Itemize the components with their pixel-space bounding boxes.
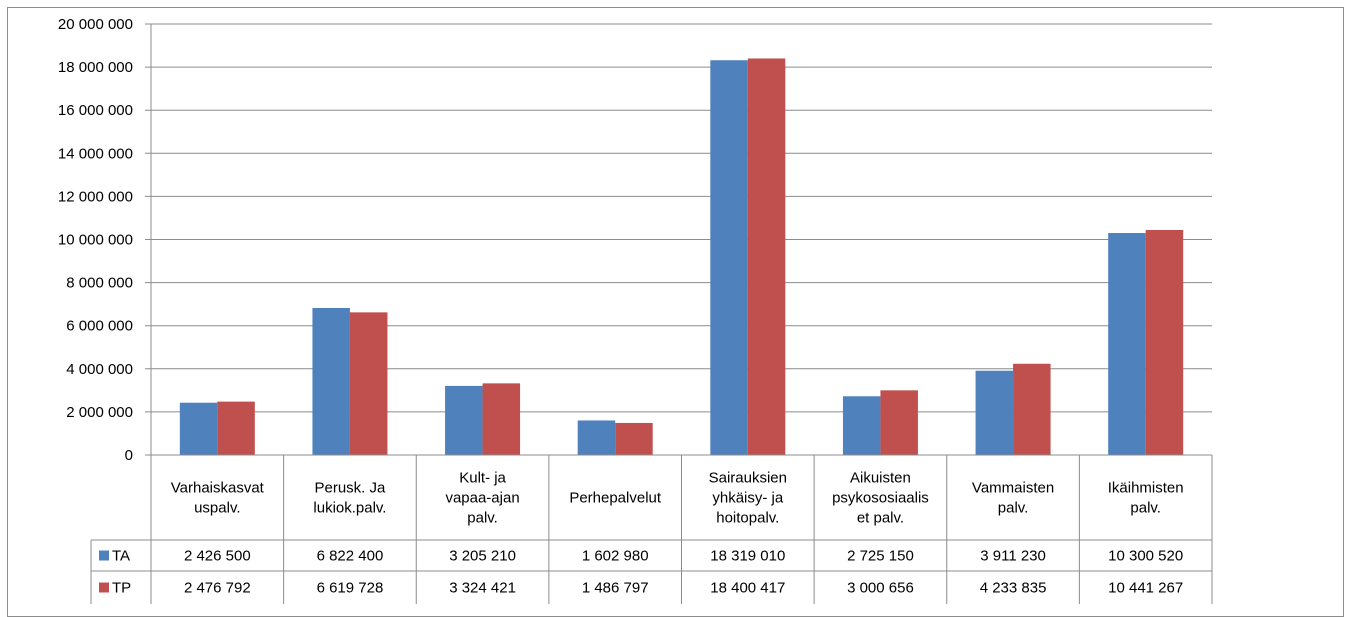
bar-ta bbox=[842, 396, 881, 455]
bar-tp bbox=[349, 312, 388, 455]
y-tick-label: 2 000 000 bbox=[66, 404, 133, 421]
y-tick-label: 20 000 000 bbox=[58, 16, 133, 33]
legend-key-ta bbox=[99, 550, 109, 561]
bar-tp bbox=[1013, 363, 1051, 455]
table-value-tp: 3 000 656 bbox=[847, 580, 914, 597]
y-tick-label: 16 000 000 bbox=[58, 102, 133, 119]
bar-ta bbox=[445, 385, 483, 455]
y-tick-label: 10 000 000 bbox=[58, 232, 133, 249]
bars bbox=[179, 58, 1184, 456]
bar-tp bbox=[615, 422, 653, 455]
category-label: Sairauksien yhkäisy- ja hoitopalv. bbox=[709, 470, 787, 527]
gridlines bbox=[145, 23, 1212, 456]
y-tick-label: 4 000 000 bbox=[66, 361, 133, 378]
table-value-tp: 10 441 267 bbox=[1108, 580, 1183, 597]
legend-label-tp: TP bbox=[112, 580, 131, 597]
bar-tp bbox=[217, 401, 255, 455]
table-value-ta: 6 822 400 bbox=[317, 548, 384, 565]
category-label: Vammaisten palv. bbox=[972, 480, 1054, 517]
bar-ta bbox=[975, 370, 1014, 455]
bar-ta bbox=[179, 402, 218, 455]
bar-chart: 0 2 000 000 4 000 000 6 000 000 8 000 000 10 … bbox=[58, 16, 1213, 604]
table-value-ta: 18 319 010 bbox=[710, 548, 785, 565]
table-value-tp: 3 324 421 bbox=[449, 580, 516, 597]
category-label: Varhaiskasvat uspalv. bbox=[171, 480, 265, 517]
y-tick-label: 18 000 000 bbox=[58, 59, 133, 76]
bar-tp bbox=[482, 383, 521, 455]
table-value-tp: 18 400 417 bbox=[710, 580, 785, 597]
category-label: Perhepalvelut bbox=[569, 490, 662, 507]
data-table: Varhaiskasvat uspalv. Perusk. Ja lukiok.pal… bbox=[90, 454, 1213, 604]
legend-key-tp bbox=[99, 582, 109, 593]
table-value-ta: 10 300 520 bbox=[1108, 548, 1183, 565]
table-value-ta: 3 911 230 bbox=[980, 548, 1046, 565]
category-label: Aikuisten psykososiaalis et palv. bbox=[832, 470, 929, 527]
bar-tp bbox=[1145, 229, 1184, 455]
y-tick-label: 6 000 000 bbox=[66, 318, 133, 335]
table-value-ta: 3 205 210 bbox=[449, 548, 516, 565]
table-value-ta: 2 725 150 bbox=[847, 548, 914, 565]
category-label: Kult- ja vapaa-ajan palv. bbox=[445, 470, 519, 527]
y-axis: 0 2 000 000 4 000 000 6 000 000 8 000 000 10 … bbox=[58, 16, 152, 464]
table-value-ta: 1 602 980 bbox=[582, 548, 649, 565]
table-value-ta: 2 426 500 bbox=[184, 548, 251, 565]
y-tick-label: 0 bbox=[125, 447, 133, 464]
bar-ta bbox=[312, 307, 350, 455]
bar-ta bbox=[577, 420, 616, 455]
y-tick-label: 8 000 000 bbox=[66, 275, 133, 292]
y-tick-label: 14 000 000 bbox=[58, 145, 133, 162]
table-value-tp: 4 233 835 bbox=[980, 580, 1047, 597]
y-tick-label: 12 000 000 bbox=[58, 188, 133, 205]
table-value-tp: 2 476 792 bbox=[184, 580, 251, 597]
legend-label-ta: TA bbox=[112, 548, 130, 565]
bar-tp bbox=[747, 58, 786, 456]
table-value-tp: 6 619 728 bbox=[317, 580, 384, 597]
table-value-tp: 1 486 797 bbox=[582, 580, 649, 597]
bar-ta bbox=[710, 60, 748, 455]
category-label: Ikäihmisten palv. bbox=[1108, 480, 1184, 517]
bar-tp bbox=[880, 390, 918, 455]
category-label: Perusk. Ja lukiok.palv. bbox=[313, 480, 386, 517]
bar-ta bbox=[1108, 233, 1146, 455]
